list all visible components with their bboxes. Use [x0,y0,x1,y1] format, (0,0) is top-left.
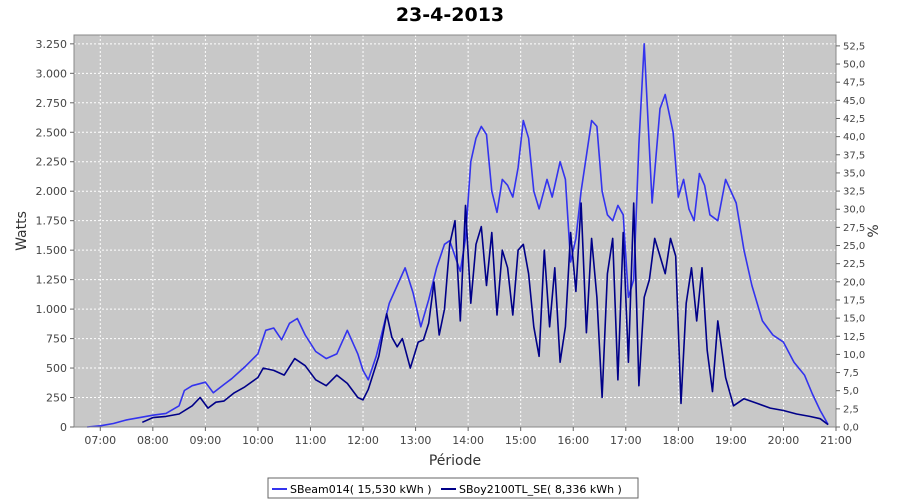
y-tick-label: 3.250 [36,38,68,51]
legend-label-sboy2100tl: SBoy2100TL_SE( 8,336 kWh ) [459,483,622,496]
y2-tick-label: 45,0 [843,96,865,107]
y-tick-label: 2.500 [36,126,68,139]
y2-tick-label: 0,0 [843,423,859,434]
y-axis-right: 0,0 2,5 5,0 7,5 10,0 12,5 15,0 17,5 20,0 22,5 25,0… [836,41,865,434]
y2-tick-label: 47,5 [843,78,865,89]
y2-tick-label: 5,0 [843,386,859,397]
x-tick-label: 16:00 [557,434,589,447]
y2-tick-label: 27,5 [843,223,865,234]
y2-tick-label: 7,5 [843,368,859,379]
y2-tick-label: 22,5 [843,259,865,270]
y2-tick-label: 25,0 [843,241,865,252]
y2-tick-label: 17,5 [843,295,865,306]
y-tick-label: 250 [46,392,67,405]
y-tick-label: 1.750 [36,215,68,228]
y-tick-label: 1.250 [36,274,68,287]
x-tick-label: 17:00 [610,434,642,447]
chart-title: 23-4-2013 [396,4,504,26]
y2-tick-label: 30,0 [843,205,865,216]
y-tick-label: 2.000 [36,185,68,198]
x-tick-label: 10:00 [242,434,274,447]
y-tick-label: 3.000 [36,67,68,80]
x-axis: 07:00 08:00 09:00 10:00 11:00 12:00 13:00 14:00… [84,427,852,447]
x-axis-label: Période [429,453,481,469]
y2-tick-label: 32,5 [843,187,865,198]
y-tick-label: 2.250 [36,156,68,169]
y2-tick-label: 20,0 [843,277,865,288]
y-tick-label: 1.000 [36,303,68,316]
y-tick-label: 750 [46,333,67,346]
y2-tick-label: 52,5 [843,41,865,52]
x-tick-label: 20:00 [768,434,800,447]
y-tick-label: 0 [60,421,67,434]
y2-tick-label: 10,0 [843,350,865,361]
y2-tick-label: 37,5 [843,150,865,161]
legend: SBeam014( 15,530 kWh ) SBoy2100TL_SE( 8,… [267,477,639,499]
x-tick-label: 21:00 [820,434,852,447]
y-axis-label: Watts [14,211,30,251]
x-tick-label: 08:00 [137,434,169,447]
x-tick-label: 14:00 [452,434,484,447]
y2-tick-label: 2,5 [843,404,859,415]
plot-frame [73,34,837,428]
x-tick-label: 09:00 [190,434,222,447]
x-tick-label: 12:00 [347,434,379,447]
series-line-1 [141,202,829,426]
x-tick-label: 15:00 [505,434,537,447]
y2-axis-label: % [866,224,882,237]
y-tick-label: 1.500 [36,244,68,257]
y-tick-label: 2.750 [36,97,68,110]
y2-tick-label: 35,0 [843,168,865,179]
y2-tick-label: 15,0 [843,314,865,325]
y2-tick-label: 50,0 [843,60,865,71]
series-line-0 [87,42,829,428]
legend-label-sbeam014: SBeam014( 15,530 kWh ) [290,483,432,496]
x-tick-label: 07:00 [84,434,116,447]
y-tick-label: 500 [46,362,67,375]
x-tick-label: 11:00 [295,434,327,447]
y2-tick-label: 12,5 [843,332,865,343]
series-lines [87,42,829,428]
y-axis-left: 0 250 500 750 1.000 1.250 1.500 1.750 2.000 2.250… [36,38,74,434]
y2-tick-label: 42,5 [843,114,865,125]
y2-tick-label: 40,0 [843,132,865,143]
x-tick-label: 19:00 [715,434,747,447]
x-tick-label: 18:00 [662,434,694,447]
x-tick-label: 13:00 [400,434,432,447]
